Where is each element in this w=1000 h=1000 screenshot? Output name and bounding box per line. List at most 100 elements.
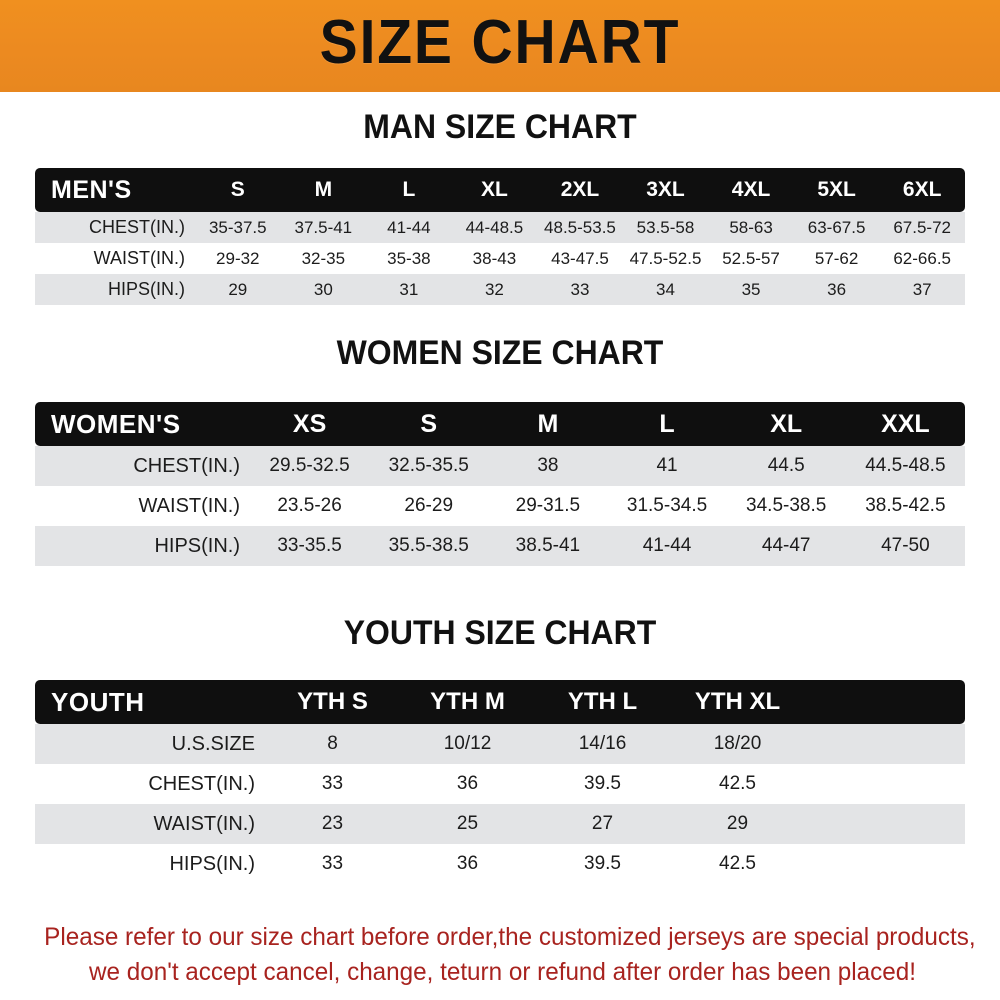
banner-title: SIZE CHART (319, 8, 681, 77)
youth-chest-spacer (805, 764, 965, 804)
youth-waist-m: 25 (456, 813, 479, 834)
footer-disclaimer: Please refer to our size chart before or… (44, 920, 976, 990)
man-header-6xl: 6XL (902, 178, 942, 201)
women-header-xxl: XXL (881, 409, 930, 438)
man-waist-2xl: 43-47.5 (551, 248, 609, 268)
youth-header-yth-m: YTH M (430, 688, 505, 715)
women-row-label-hips: HIPS(IN.) (154, 534, 240, 557)
youth-hips-s: 33 (321, 853, 344, 874)
youth-row-label-hips: HIPS(IN.) (169, 852, 255, 875)
youth-hips-l: 39.5 (584, 853, 621, 874)
table-row: U.S.SIZE 8 10/12 14/16 18/20 (35, 724, 965, 764)
man-header-4xl: 4XL (731, 178, 771, 201)
man-header-5xl: 5XL (817, 178, 856, 201)
youth-waist-xl: 29 (726, 813, 749, 834)
youth-ussize-s: 8 (327, 733, 338, 754)
women-header-l: L (659, 409, 675, 438)
women-hips-xl: 44-47 (761, 535, 811, 556)
women-waist-xs: 23.5-26 (277, 495, 342, 516)
man-chest-s: 35-37.5 (208, 217, 267, 237)
youth-header-yth-xl: YTH XL (694, 688, 781, 715)
man-hips-s: 29 (228, 279, 248, 299)
women-header-s: S (420, 409, 438, 438)
man-waist-6xl: 62-66.5 (893, 248, 952, 268)
man-chest-l: 41-44 (387, 217, 431, 237)
man-section-title: MAN SIZE CHART (363, 108, 637, 146)
man-chest-xl: 44-48.5 (465, 217, 524, 237)
man-header-3xl: 3XL (646, 178, 685, 201)
youth-waist-l: 27 (591, 813, 614, 834)
man-table-header-row: MEN'S S M L XL 2XL 3XL 4XL 5XL 6XL (35, 168, 965, 212)
man-waist-l: 35-38 (387, 248, 431, 268)
table-row: HIPS(IN.) 29 30 31 32 33 34 35 36 37 (35, 274, 965, 305)
women-hips-xs: 33-35.5 (277, 535, 342, 556)
women-section-title: WOMEN SIZE CHART (336, 334, 664, 372)
man-header-2xl: 2XL (560, 178, 600, 201)
youth-row-label-waist: WAIST(IN.) (153, 812, 255, 835)
women-row-label-chest: CHEST(IN.) (133, 454, 240, 477)
man-hips-5xl: 36 (827, 279, 847, 299)
women-hips-xxl: 47-50 (881, 535, 930, 556)
youth-waist-s: 23 (321, 813, 344, 834)
table-row: WAIST(IN.) 29-32 32-35 35-38 38-43 43-47… (35, 243, 965, 274)
youth-ussize-l: 14/16 (578, 733, 627, 754)
women-hips-m: 38.5-41 (515, 535, 581, 556)
man-waist-xl: 38-43 (472, 248, 517, 268)
table-row: CHEST(IN.) 29.5-32.5 32.5-35.5 38 41 44.… (35, 446, 965, 486)
youth-row-label-ussize: U.S.SIZE (171, 732, 255, 755)
women-row-label-waist: WAIST(IN.) (138, 494, 240, 517)
youth-ussize-xl: 18/20 (713, 733, 762, 754)
women-chest-l: 41 (656, 455, 678, 476)
man-hips-3xl: 34 (656, 279, 675, 299)
man-waist-m: 32-35 (301, 248, 346, 268)
man-hips-2xl: 33 (570, 279, 590, 299)
youth-size-table: YOUTH YTH S YTH M YTH L YTH XL U.S.SIZE … (35, 680, 965, 884)
women-hips-s: 35.5-38.5 (388, 535, 469, 556)
man-chest-5xl: 63-67.5 (807, 217, 866, 237)
man-chest-m: 37.5-41 (294, 217, 353, 237)
women-header-xl: XL (770, 409, 803, 438)
man-header-label: MEN'S (51, 175, 132, 204)
youth-header-yth-l: YTH L (567, 688, 638, 715)
youth-hips-spacer (805, 844, 965, 884)
man-hips-l: 31 (399, 279, 419, 299)
man-header-xl: XL (480, 178, 508, 201)
table-row: CHEST(IN.) 33 36 39.5 42.5 (35, 764, 965, 804)
youth-chest-m: 36 (456, 773, 479, 794)
man-chest-2xl: 48.5-53.5 (544, 217, 616, 237)
youth-chest-xl: 42.5 (719, 773, 756, 794)
man-chest-3xl: 53.5-58 (636, 217, 695, 237)
man-hips-xl: 32 (484, 279, 504, 299)
man-hips-4xl: 35 (741, 279, 761, 299)
youth-header-yth-s: YTH S (297, 688, 368, 715)
women-waist-l: 31.5-34.5 (626, 495, 708, 516)
footer-line-1: Please refer to our size chart before or… (44, 923, 976, 951)
women-chest-xs: 29.5-32.5 (269, 455, 350, 476)
women-header-label: WOMEN'S (51, 408, 181, 439)
youth-ussize-spacer (805, 724, 965, 764)
youth-table-header-row: YOUTH YTH S YTH M YTH L YTH XL (35, 680, 965, 724)
women-header-xs: XS (292, 409, 327, 438)
youth-ussize-m: 10/12 (443, 733, 492, 754)
man-header-l: L (402, 178, 416, 201)
youth-waist-spacer (805, 804, 965, 844)
man-chest-4xl: 58-63 (729, 217, 773, 237)
man-waist-4xl: 52.5-57 (722, 248, 780, 268)
women-size-table: WOMEN'S XS S M L XL XXL CHEST(IN.) 29.5-… (35, 402, 965, 566)
women-waist-m: 29-31.5 (515, 495, 581, 516)
youth-row-label-chest: CHEST(IN.) (148, 772, 255, 795)
youth-hips-m: 36 (456, 853, 479, 874)
man-row-label-hips: HIPS(IN.) (107, 279, 185, 299)
women-chest-xxl: 44.5-48.5 (865, 455, 946, 476)
table-row: HIPS(IN.) 33-35.5 35.5-38.5 38.5-41 41-4… (35, 526, 965, 566)
youth-header-spacer (805, 680, 965, 724)
women-chest-s: 32.5-35.5 (388, 455, 469, 476)
table-row: CHEST(IN.) 35-37.5 37.5-41 41-44 44-48.5… (35, 212, 965, 243)
man-row-label-chest: CHEST(IN.) (89, 217, 185, 237)
table-row: WAIST(IN.) 23.5-26 26-29 29-31.5 31.5-34… (35, 486, 965, 526)
women-header-m: M (537, 409, 559, 438)
header-banner: SIZE CHART (0, 0, 1000, 92)
man-waist-5xl: 57-62 (814, 248, 859, 268)
women-table-header-row: WOMEN'S XS S M L XL XXL (35, 402, 965, 446)
